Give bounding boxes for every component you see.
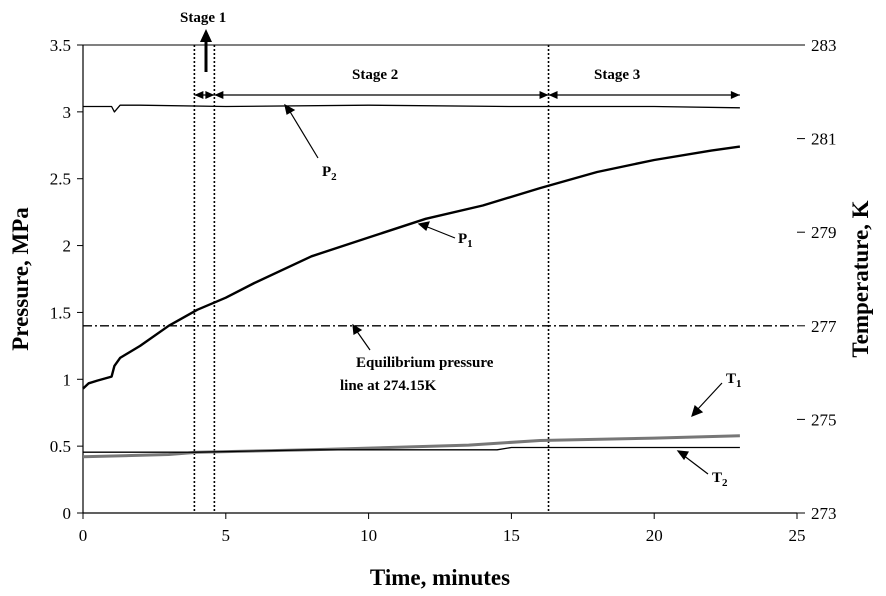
t1-annotation: T1 bbox=[726, 371, 742, 390]
x-tick-label: 10 bbox=[360, 526, 377, 545]
series-t2-line bbox=[83, 446, 740, 453]
y-left-tick-label: 2 bbox=[63, 237, 72, 256]
y-left-axis-title: Pressure, MPa bbox=[8, 207, 33, 351]
p1-annotation: P1 bbox=[458, 231, 473, 250]
t2-pointer bbox=[682, 454, 709, 475]
t2-annotation: T2 bbox=[712, 470, 728, 489]
t1-pointer-head bbox=[691, 404, 704, 418]
x-tick-label: 25 bbox=[789, 526, 806, 545]
y-left-ticks: 0 0.5 1 1.5 2 2.5 3 3.5 bbox=[50, 36, 83, 523]
x-axis-title: Time, minutes bbox=[370, 565, 510, 590]
y-left-tick-label: 2.5 bbox=[50, 170, 71, 189]
stage-arrow-head bbox=[539, 91, 549, 99]
series-lines bbox=[82, 104, 741, 459]
x-tick-label: 0 bbox=[79, 526, 88, 545]
y-left-tick-label: 1 bbox=[63, 370, 72, 389]
y-right-tick-label: 279 bbox=[811, 223, 837, 242]
x-tick-label: 20 bbox=[646, 526, 663, 545]
x-ticks: 0 5 10 15 20 25 bbox=[79, 513, 806, 545]
y-left-tick-label: 0.5 bbox=[50, 437, 71, 456]
x-tick-label: 15 bbox=[503, 526, 520, 545]
y-left-tick-label: 3.5 bbox=[50, 36, 71, 55]
stage-arrow-head bbox=[548, 91, 558, 99]
stage-2-label: Stage 2 bbox=[352, 67, 398, 83]
stage-arrow-head bbox=[205, 91, 215, 99]
x-tick-label: 5 bbox=[222, 526, 231, 545]
equilibrium-label-line1: Equilibrium pressure bbox=[356, 355, 494, 371]
y-left-tick-label: 1.5 bbox=[50, 303, 71, 322]
series-p2-line bbox=[83, 104, 740, 113]
eq-pointer-head bbox=[352, 323, 363, 335]
y-right-tick-label: 277 bbox=[811, 317, 837, 336]
y-left-tick-label: 0 bbox=[63, 504, 72, 523]
p2-pointer-head bbox=[284, 103, 296, 115]
y-right-tick-label: 275 bbox=[811, 410, 837, 429]
stage-arrow-head bbox=[730, 91, 740, 99]
stage-3-label: Stage 3 bbox=[594, 67, 640, 83]
p2-pointer bbox=[288, 109, 319, 159]
eq-pointer bbox=[355, 329, 371, 351]
y-right-axis-title: Temperature, K bbox=[848, 200, 873, 357]
y-right-tick-label: 281 bbox=[811, 130, 837, 149]
y-right-tick-label: 273 bbox=[811, 504, 837, 523]
stage-arrow-head bbox=[214, 91, 224, 99]
equilibrium-label-line2: line at 274.15K bbox=[340, 378, 437, 394]
p2-annotation: P2 bbox=[322, 164, 337, 183]
p1-pointer bbox=[424, 225, 456, 239]
y-right-tick-label: 283 bbox=[811, 36, 837, 55]
stage-arrows bbox=[194, 91, 740, 99]
p1-pointer-head bbox=[417, 221, 430, 232]
series-p1-line bbox=[82, 145, 741, 390]
stage-1-pointer bbox=[200, 29, 212, 72]
t1-pointer bbox=[696, 382, 723, 411]
annotation-pointers bbox=[284, 103, 723, 475]
stage-1-label: Stage 1 bbox=[180, 10, 226, 26]
stage-lines bbox=[193, 45, 550, 513]
stage-arrow-head bbox=[194, 91, 204, 99]
y-right-ticks: 273 275 277 279 281 283 bbox=[797, 36, 837, 523]
y-left-tick-label: 3 bbox=[63, 103, 72, 122]
t2-pointer-head bbox=[676, 450, 689, 461]
series-t1-line bbox=[82, 434, 740, 459]
